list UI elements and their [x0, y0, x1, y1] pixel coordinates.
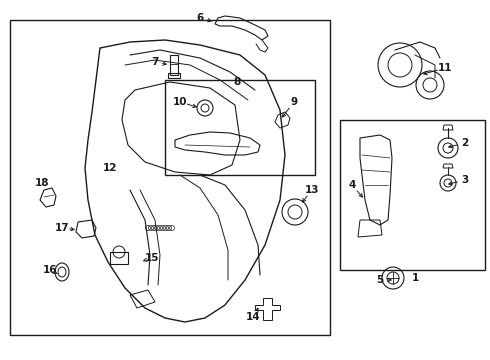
- Text: 17: 17: [55, 223, 69, 233]
- Text: 10: 10: [173, 97, 187, 107]
- Text: 4: 4: [348, 180, 356, 190]
- Text: 12: 12: [103, 163, 117, 173]
- Text: 6: 6: [196, 13, 204, 23]
- Text: 15: 15: [145, 253, 159, 263]
- Text: 8: 8: [233, 77, 241, 87]
- Text: 13: 13: [305, 185, 319, 195]
- Text: 1: 1: [412, 273, 418, 283]
- Text: 18: 18: [35, 178, 49, 188]
- Text: 9: 9: [291, 97, 297, 107]
- Text: 14: 14: [245, 312, 260, 322]
- Text: 11: 11: [438, 63, 452, 73]
- Text: 7: 7: [151, 57, 159, 67]
- Text: 3: 3: [462, 175, 468, 185]
- Text: 2: 2: [462, 138, 468, 148]
- Text: 16: 16: [43, 265, 57, 275]
- Text: 5: 5: [376, 275, 384, 285]
